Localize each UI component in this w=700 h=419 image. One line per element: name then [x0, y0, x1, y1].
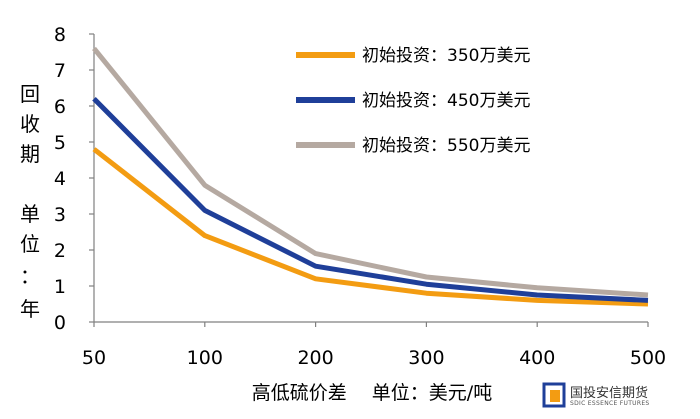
y-label-char: 单	[20, 202, 40, 226]
brand-logo-mark-icon	[542, 382, 566, 408]
series-line-1	[92, 147, 649, 307]
y-tick-label: 7	[54, 60, 66, 82]
y-label-char: 位	[20, 232, 40, 256]
y-label-char: 期	[20, 142, 40, 166]
y-tick-label: 3	[54, 204, 66, 226]
x-tick-label: 500	[630, 347, 666, 369]
x-tick-label: 400	[519, 347, 555, 369]
y-label-char: 收	[20, 112, 40, 136]
brand-logo: 国投安信期货 SDIC ESSENCE FUTURES	[540, 378, 700, 416]
x-tick-label: 300	[408, 347, 444, 369]
series-line-3	[92, 46, 649, 298]
y-tick-label: 8	[54, 24, 66, 46]
y-tick-label: 5	[54, 132, 66, 154]
y-label-char: 回	[20, 82, 40, 106]
x-tick-label: 200	[297, 347, 333, 369]
x-axis-label: 高低硫价差 单位：美元/吨	[252, 382, 492, 404]
y-tick-label: 1	[54, 276, 66, 298]
y-tick-label: 2	[54, 240, 66, 262]
y-tick-label: 0	[54, 312, 66, 334]
y-label-char: ：	[20, 264, 40, 288]
x-axis: 50 100 200 300 400 500	[82, 321, 666, 369]
series-line-2	[92, 97, 649, 303]
x-tick-label: 50	[82, 347, 106, 369]
y-tick-label: 6	[54, 96, 66, 118]
y-tick-label: 4	[54, 168, 66, 190]
legend-label-2: 初始投资：450万美元	[362, 91, 530, 111]
series-lines	[92, 46, 649, 307]
y-axis: 0 1 2 3 4 5 6 7 8	[54, 24, 95, 334]
legend-label-1: 初始投资：350万美元	[362, 46, 530, 66]
legend-label-3: 初始投资：550万美元	[362, 136, 530, 156]
y-label-char: 年	[20, 297, 40, 321]
x-tick-label: 100	[187, 347, 223, 369]
brand-name: 国投安信期货	[570, 386, 649, 401]
brand-subtitle: SDIC ESSENCE FUTURES	[570, 400, 650, 407]
